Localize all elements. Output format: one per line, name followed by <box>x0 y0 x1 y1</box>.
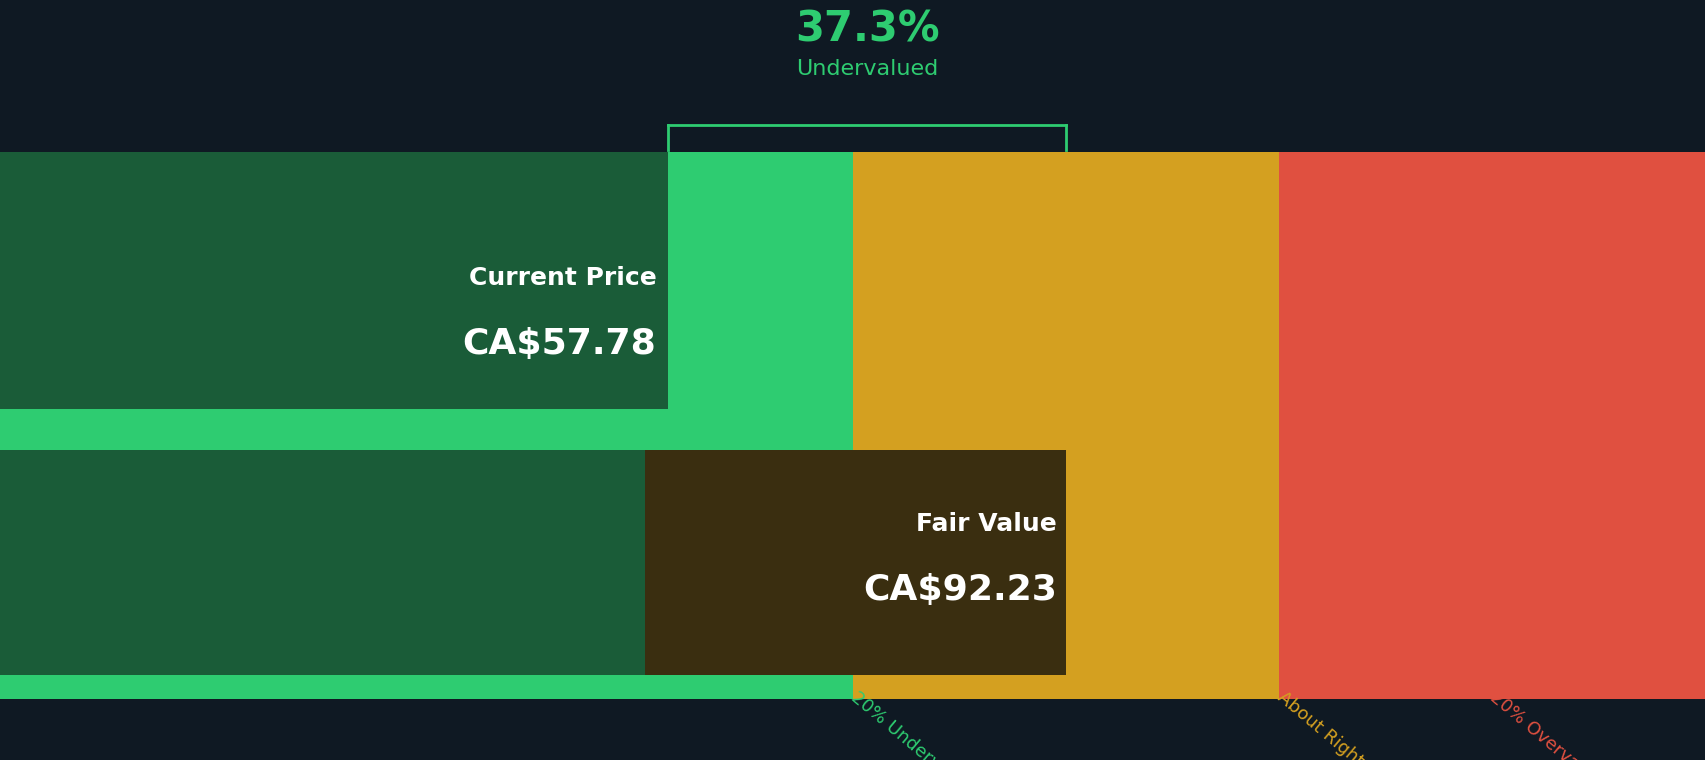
Text: Fair Value: Fair Value <box>916 512 1057 536</box>
Text: CA$57.78: CA$57.78 <box>462 327 656 360</box>
Text: CA$92.23: CA$92.23 <box>863 573 1057 606</box>
Bar <box>644 450 1066 675</box>
Bar <box>0 152 668 409</box>
Text: Undervalued: Undervalued <box>796 59 938 78</box>
Bar <box>852 152 1279 699</box>
Text: About Right: About Right <box>1274 688 1366 760</box>
Bar <box>0 450 1066 675</box>
Bar <box>0 152 852 699</box>
Bar <box>1279 152 1705 699</box>
Text: 37.3%: 37.3% <box>795 8 939 50</box>
Text: 20% Undervalued: 20% Undervalued <box>847 688 982 760</box>
Text: 20% Overvalued: 20% Overvalued <box>1485 688 1611 760</box>
Text: Current Price: Current Price <box>469 266 656 290</box>
